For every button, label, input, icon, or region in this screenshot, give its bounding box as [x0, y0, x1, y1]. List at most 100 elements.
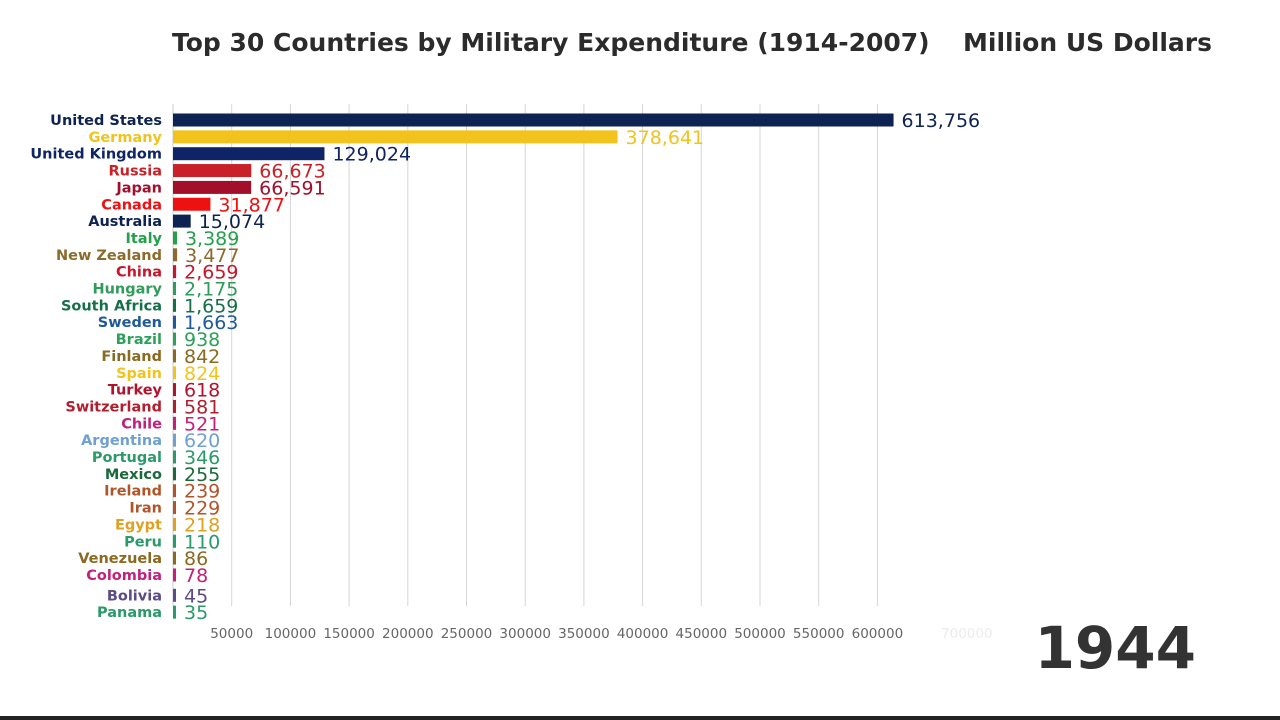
- value-label: 31,877: [218, 194, 284, 216]
- bar: [173, 332, 176, 346]
- bar: [173, 467, 176, 481]
- value-label: 613,756: [902, 110, 981, 132]
- x-tick-label: 100000: [265, 626, 317, 642]
- gridlines: [172, 104, 878, 606]
- value-label: 842: [184, 346, 220, 368]
- x-tick-label: 50000: [210, 626, 253, 642]
- bar: [173, 147, 325, 161]
- country-label: United States: [50, 113, 162, 129]
- x-tick-label: 450000: [676, 626, 728, 642]
- bar: [173, 214, 191, 228]
- bar: [173, 450, 176, 464]
- value-label: 110: [184, 531, 220, 553]
- bar: [173, 180, 252, 194]
- bar: [173, 588, 176, 602]
- country-label: Brazil: [116, 332, 162, 348]
- bar: [173, 282, 176, 295]
- value-label: 581: [184, 396, 220, 418]
- country-label: Venezuela: [78, 551, 162, 567]
- bar: [173, 197, 211, 211]
- chart-title: Top 30 Countries by Military Expenditure…: [172, 28, 930, 57]
- country-label: Sweden: [98, 315, 162, 331]
- value-label: 1,663: [184, 312, 238, 334]
- bar: [173, 416, 176, 430]
- bar: [173, 231, 177, 245]
- value-label: 618: [184, 380, 220, 402]
- x-tick-label: 500000: [734, 626, 786, 642]
- value-label: 66,673: [259, 161, 325, 183]
- year-counter: 1944: [1034, 614, 1196, 682]
- bar: [173, 517, 176, 531]
- value-label: 3,477: [185, 245, 239, 267]
- bar: [173, 248, 178, 262]
- value-label: 229: [184, 498, 220, 520]
- value-label: 129,024: [332, 144, 411, 166]
- x-tick-label: 350000: [558, 626, 610, 642]
- bar: [173, 366, 176, 380]
- value-label: 218: [184, 514, 220, 536]
- bar: [173, 484, 176, 498]
- bars: [173, 113, 894, 619]
- x-tick-label: 300000: [499, 626, 551, 642]
- value-label: 239: [184, 481, 220, 503]
- country-label: Canada: [101, 197, 162, 213]
- country-label: Bolivia: [107, 588, 162, 604]
- country-label: Turkey: [108, 383, 163, 399]
- country-label: Colombia: [86, 568, 162, 584]
- bar: [173, 534, 176, 548]
- value-label: 938: [184, 329, 220, 351]
- bar: [173, 113, 894, 127]
- country-label: Russia: [108, 164, 162, 180]
- country-label: Peru: [124, 534, 162, 550]
- value-label: 35: [184, 602, 208, 624]
- value-label: 3,389: [185, 228, 239, 250]
- value-label: 45: [184, 585, 208, 607]
- country-label: Argentina: [81, 433, 162, 449]
- bar: [173, 605, 176, 619]
- x-tick-label: 600000: [852, 626, 904, 642]
- bar: [173, 298, 176, 312]
- country-label: Germany: [88, 130, 162, 146]
- x-tick-label: 150000: [323, 626, 375, 642]
- bottom-border: [0, 716, 1280, 720]
- value-labels: 613,756378,641129,02466,67366,59131,8771…: [184, 110, 980, 624]
- bar: [173, 501, 176, 515]
- country-label: Australia: [88, 214, 162, 230]
- value-label: 378,641: [626, 127, 705, 149]
- bar: [173, 383, 176, 397]
- value-label: 15,074: [199, 211, 265, 233]
- value-label: 346: [184, 447, 220, 469]
- country-label: China: [116, 265, 162, 281]
- value-label: 1,659: [184, 295, 238, 317]
- bar: [173, 130, 618, 144]
- value-label: 255: [184, 464, 220, 486]
- country-label: Finland: [101, 349, 162, 365]
- x-tick-label: 250000: [441, 626, 493, 642]
- value-label: 521: [184, 413, 220, 435]
- value-label: 2,175: [184, 279, 238, 301]
- bar: [173, 349, 176, 363]
- country-label: Panama: [97, 605, 162, 621]
- x-axis-ticks: 50000 100000 150000 200000 250000 300000 35000…: [210, 626, 992, 642]
- country-label: Mexico: [105, 467, 162, 483]
- country-label: Italy: [125, 231, 162, 247]
- country-label: Spain: [116, 366, 162, 382]
- bar: [173, 164, 252, 178]
- value-label: 620: [184, 430, 220, 452]
- unit-label: Million US Dollars: [963, 28, 1212, 57]
- value-label: 2,659: [184, 262, 238, 284]
- country-label: United Kingdom: [30, 147, 162, 163]
- value-label: 66,591: [259, 177, 325, 199]
- x-tick-label: 550000: [793, 626, 845, 642]
- country-label: New Zealand: [56, 248, 162, 264]
- bar: [173, 433, 176, 447]
- country-label: Portugal: [92, 450, 162, 466]
- x-tick-label: 200000: [382, 626, 434, 642]
- country-label: Ireland: [104, 484, 162, 500]
- country-label: Hungary: [92, 282, 162, 298]
- bar: [173, 568, 176, 582]
- bar: [173, 265, 177, 279]
- bar: [173, 315, 176, 329]
